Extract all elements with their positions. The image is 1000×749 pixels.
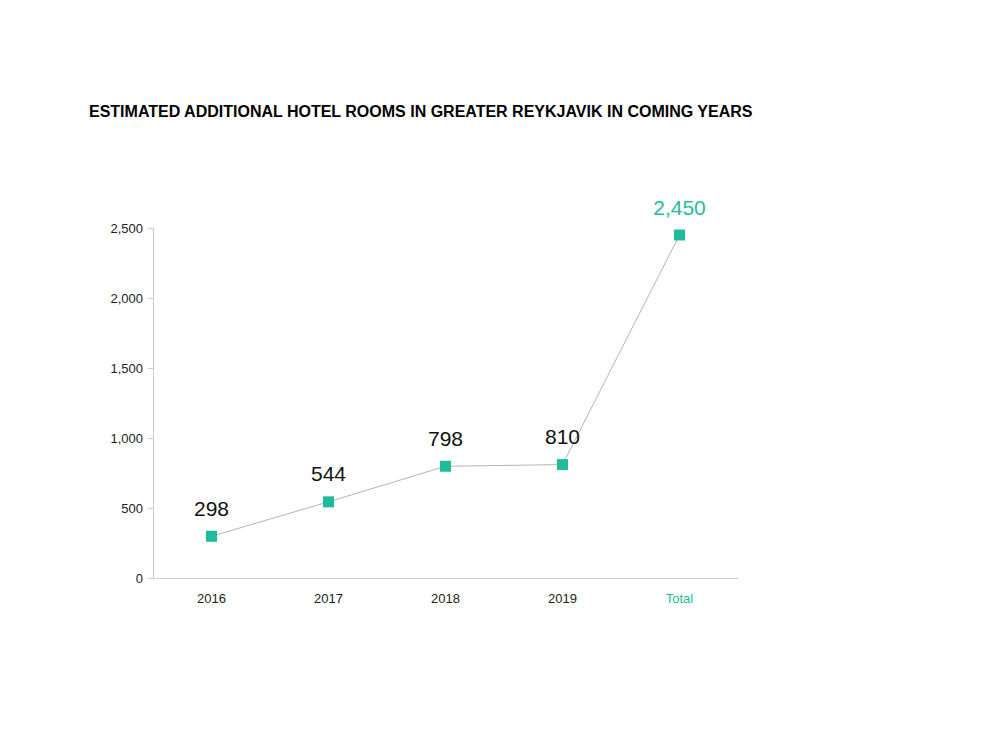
svg-text:ESTIMATED ADDITIONAL HOTEL ROO: ESTIMATED ADDITIONAL HOTEL ROOMS IN GREA… <box>89 103 753 120</box>
svg-text:2018: 2018 <box>431 591 460 606</box>
svg-text:1,500: 1,500 <box>110 361 143 376</box>
svg-text:2,500: 2,500 <box>110 221 143 236</box>
svg-text:810: 810 <box>545 425 580 448</box>
svg-text:Total: Total <box>666 591 694 606</box>
svg-text:544: 544 <box>311 462 346 485</box>
svg-text:0: 0 <box>136 571 143 586</box>
svg-text:298: 298 <box>194 497 229 520</box>
svg-text:2,450: 2,450 <box>653 196 706 219</box>
svg-text:2019: 2019 <box>548 591 577 606</box>
svg-text:1,000: 1,000 <box>110 431 143 446</box>
svg-text:2017: 2017 <box>314 591 343 606</box>
svg-text:2016: 2016 <box>197 591 226 606</box>
svg-text:798: 798 <box>428 427 463 450</box>
svg-text:2,000: 2,000 <box>110 291 143 306</box>
svg-text:500: 500 <box>121 501 143 516</box>
